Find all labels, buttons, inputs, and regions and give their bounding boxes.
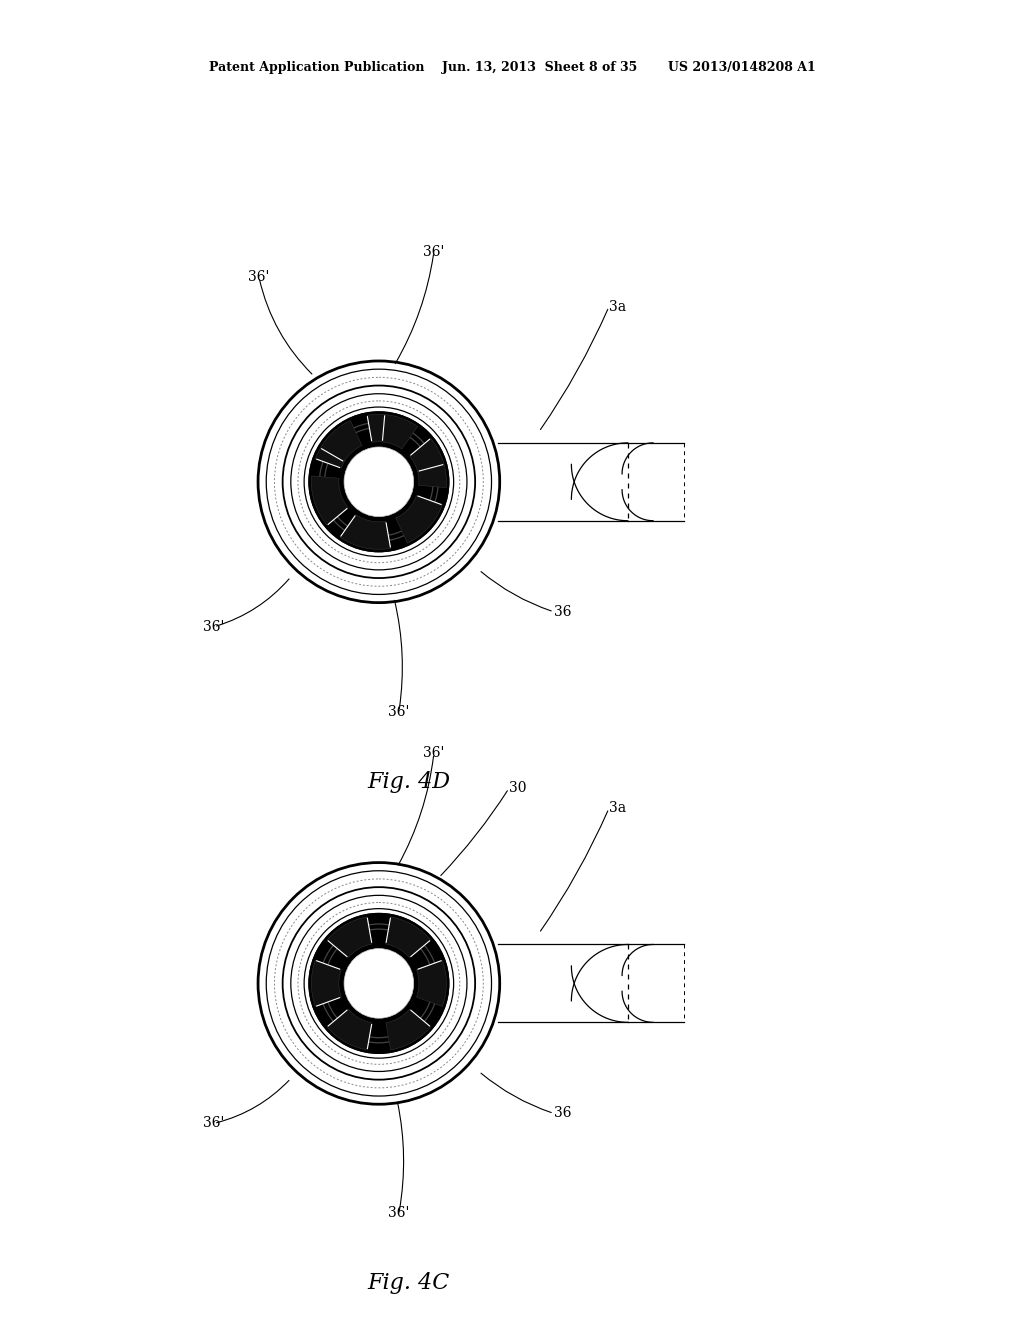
Wedge shape [386, 1008, 431, 1049]
Text: Fig. 4D: Fig. 4D [368, 771, 451, 793]
Wedge shape [315, 421, 361, 469]
Wedge shape [368, 414, 418, 449]
Wedge shape [311, 960, 341, 1007]
Wedge shape [396, 495, 442, 543]
Wedge shape [410, 438, 446, 487]
Ellipse shape [344, 949, 414, 1018]
Text: 30: 30 [509, 781, 526, 796]
Ellipse shape [309, 913, 449, 1053]
Wedge shape [327, 1008, 372, 1049]
Text: 36': 36' [203, 620, 224, 634]
Wedge shape [327, 917, 372, 958]
Ellipse shape [344, 447, 414, 516]
Wedge shape [417, 960, 446, 1007]
Text: 36': 36' [203, 1117, 224, 1130]
Text: Fig. 4C: Fig. 4C [368, 1272, 450, 1295]
Text: 36': 36' [388, 1206, 410, 1221]
Wedge shape [311, 477, 348, 525]
Wedge shape [340, 515, 390, 549]
Text: 36: 36 [554, 605, 571, 619]
Text: 3a: 3a [609, 300, 626, 314]
Text: 36': 36' [423, 244, 444, 259]
Text: 36': 36' [248, 269, 269, 284]
Text: 36': 36' [388, 705, 410, 719]
Ellipse shape [309, 412, 449, 552]
Text: 36: 36 [554, 1106, 571, 1121]
Text: 3a: 3a [609, 801, 626, 816]
Text: 36': 36' [423, 746, 444, 760]
Wedge shape [386, 917, 431, 958]
Text: Patent Application Publication    Jun. 13, 2013  Sheet 8 of 35       US 2013/014: Patent Application Publication Jun. 13, … [209, 62, 815, 74]
